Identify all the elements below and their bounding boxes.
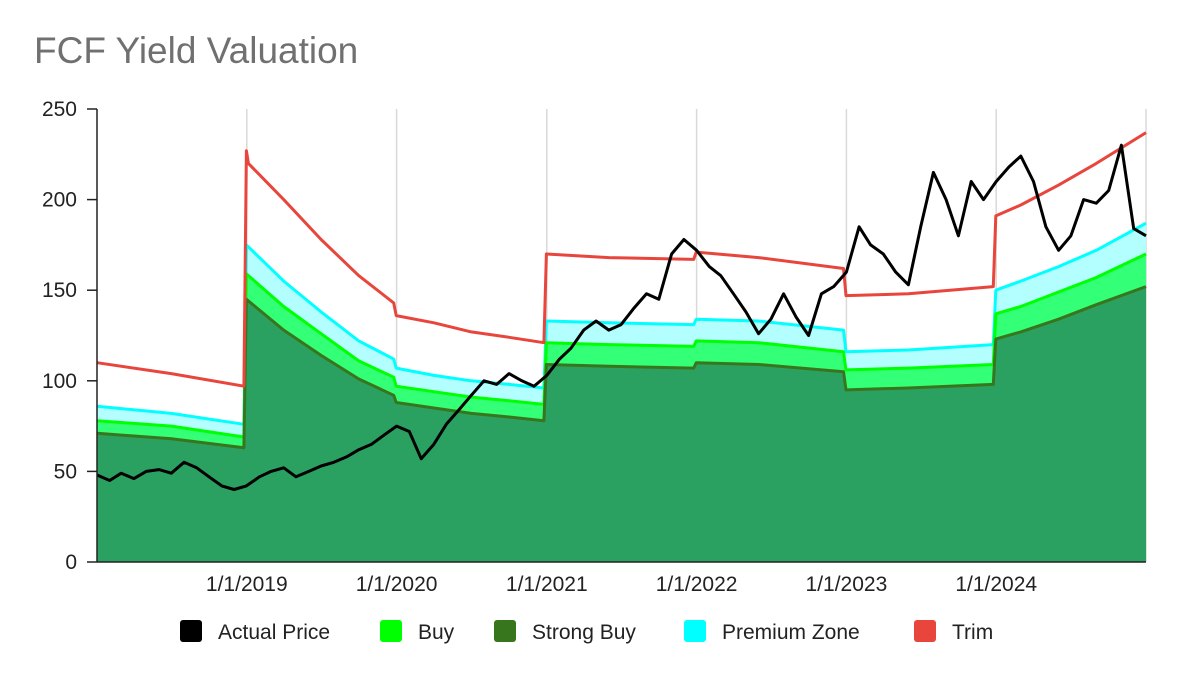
legend-item-buy: Buy xyxy=(380,620,455,644)
legend: Actual Price Buy Strong Buy Premium Zone Tri… xyxy=(180,620,993,644)
legend-swatch-premium-zone xyxy=(684,620,706,642)
legend-swatch-strong-buy xyxy=(494,620,516,642)
trim-line xyxy=(96,131,1147,388)
actual-price-line xyxy=(96,143,1147,491)
chart-title: FCF Yield Valuation xyxy=(34,30,359,71)
axis-layer: 1/1/2019 1/1/2020 1/1/2021 1/1/2022 1/1/2023… xyxy=(42,98,1146,596)
y-tick-label-150: 150 xyxy=(42,279,77,302)
x-tick-label-1-1-2019: 1/1/2019 xyxy=(206,573,288,596)
y-tick-label-0: 0 xyxy=(65,551,77,574)
legend-label-trim: Trim xyxy=(952,621,993,644)
legend-item-premium-zone: Premium Zone xyxy=(684,620,860,644)
legend-label-premium-zone: Premium Zone xyxy=(722,621,860,644)
legend-swatch-buy xyxy=(380,620,402,642)
area-layer xyxy=(97,223,1146,562)
y-tick-label-200: 200 xyxy=(42,189,77,212)
legend-label-actual-price: Actual Price xyxy=(218,621,330,644)
strong-buy-line xyxy=(96,285,1147,450)
legend-swatch-trim xyxy=(914,620,936,642)
x-tick-label-1-1-2024: 1/1/2024 xyxy=(955,573,1037,596)
legend-item-actual-price: Actual Price xyxy=(180,620,330,644)
y-tick-label-250: 250 xyxy=(42,98,77,121)
x-tick-label-1-1-2023: 1/1/2023 xyxy=(806,573,888,596)
y-tick-label-100: 100 xyxy=(42,370,77,393)
line-layer xyxy=(96,131,1147,491)
x-tick-label-1-1-2020: 1/1/2020 xyxy=(356,573,438,596)
legend-label-strong-buy: Strong Buy xyxy=(532,621,636,644)
x-tick-label-1-1-2021: 1/1/2021 xyxy=(506,573,588,596)
y-tick-label-50: 50 xyxy=(54,460,77,483)
x-tick-label-1-1-2022: 1/1/2022 xyxy=(656,573,738,596)
premium-zone-line xyxy=(96,221,1147,426)
strong-buy-area xyxy=(97,286,1146,562)
legend-label-buy: Buy xyxy=(418,621,455,644)
legend-swatch-actual-price xyxy=(180,620,202,642)
legend-item-strong-buy: Strong Buy xyxy=(494,620,636,644)
buy-line xyxy=(96,252,1147,439)
legend-item-trim: Trim xyxy=(914,620,993,644)
